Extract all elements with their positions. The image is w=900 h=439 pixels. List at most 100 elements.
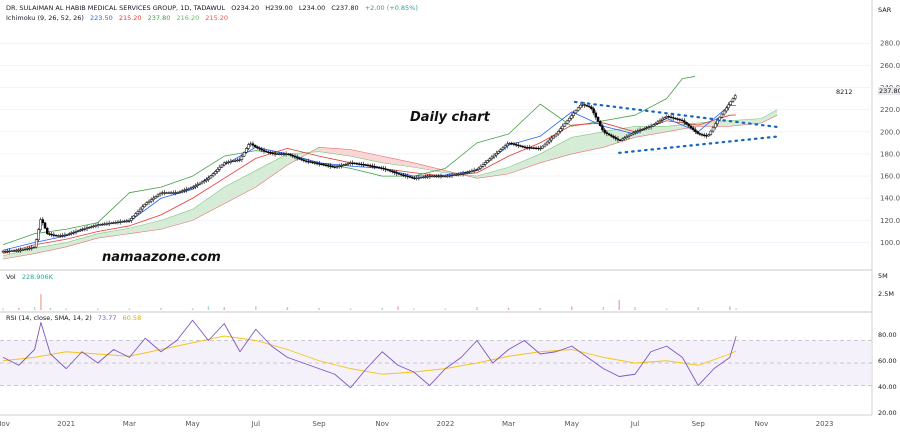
candle-body xyxy=(656,121,660,124)
volume-bar xyxy=(97,308,99,310)
candle-body xyxy=(439,175,443,178)
volume-bar xyxy=(2,308,4,310)
candle-body xyxy=(508,142,511,145)
candle-body xyxy=(57,235,60,237)
candle-body xyxy=(395,172,398,174)
candle-body xyxy=(147,200,151,203)
candle-body xyxy=(364,164,368,166)
ichimoku-cloud-segment xyxy=(97,228,130,239)
watermark: namaazone.com xyxy=(102,250,221,265)
volume-bar xyxy=(40,294,42,310)
candle-body xyxy=(720,113,724,118)
candle-body xyxy=(397,173,401,175)
candle-body xyxy=(149,199,153,202)
ichimoku-cloud-segment xyxy=(224,170,256,204)
time-tick-label: May xyxy=(565,420,579,428)
rsi-legend[interactable]: RSI (14, close, SMA, 14, 2) 73.77 60.58 xyxy=(6,314,145,322)
volume-bar xyxy=(349,308,352,310)
ichimoku-cloud-segment xyxy=(477,167,509,179)
candle-body xyxy=(172,192,175,194)
candle-body xyxy=(125,220,129,222)
candle-body xyxy=(72,231,76,234)
ichimoku-value-span-b: 215.20 xyxy=(205,14,229,22)
candle-body xyxy=(92,225,95,228)
candle-body xyxy=(441,175,445,178)
candle-body xyxy=(596,116,600,122)
candle-body xyxy=(114,222,118,224)
candle-body xyxy=(680,119,684,122)
candle-body xyxy=(234,160,237,162)
candle-body xyxy=(134,213,137,217)
candle-body xyxy=(293,155,297,158)
candle-body xyxy=(287,153,290,155)
candle-body xyxy=(468,171,471,173)
candle-body xyxy=(318,163,321,165)
volume-bar xyxy=(729,306,731,310)
candle-body xyxy=(408,176,412,178)
candle-body xyxy=(671,117,675,119)
candle-body xyxy=(291,155,295,157)
candle-body xyxy=(399,173,403,176)
candle-body xyxy=(214,171,217,174)
candle-body xyxy=(426,176,429,178)
instrument-title: DR. SULAIMAN AL HABIB MEDICAL SERVICES G… xyxy=(6,4,226,12)
candle-body xyxy=(260,148,264,151)
rsi-value: 73.77 xyxy=(97,314,117,322)
candle-body xyxy=(382,167,385,170)
candle-body xyxy=(574,110,578,114)
candle-body xyxy=(563,123,567,127)
volume-bar xyxy=(381,307,383,310)
price-tick-label: 100.00 xyxy=(880,239,900,247)
price-tick-label: 260.00 xyxy=(880,62,900,70)
time-tick-label: 2021 xyxy=(57,420,75,428)
volume-bar xyxy=(397,306,399,310)
candle-body xyxy=(700,134,704,136)
candle-body xyxy=(322,164,325,166)
candle-body xyxy=(276,153,279,155)
volume-value: 228.906K xyxy=(21,273,53,281)
candle-body xyxy=(357,163,361,165)
candle-body xyxy=(28,247,31,250)
candle-body xyxy=(663,117,666,120)
candle-body xyxy=(406,175,410,178)
candle-body xyxy=(598,121,602,126)
rsi-line xyxy=(2,319,737,389)
candle-body xyxy=(26,248,29,250)
candle-body xyxy=(368,165,372,167)
ichimoku-value-kijun: 215.20 xyxy=(118,14,142,22)
candle-body xyxy=(528,147,531,149)
candle-body xyxy=(105,223,109,225)
candle-body xyxy=(552,135,556,139)
candle-body xyxy=(351,162,354,164)
ohlc-change: +2.00 (+0.85%) xyxy=(364,4,418,12)
candle-body xyxy=(269,152,272,154)
candle-body xyxy=(178,191,182,193)
candle-body xyxy=(349,162,352,164)
ichimoku-legend[interactable]: Ichimoku (9, 26, 52, 26) 223.50 215.20 2… xyxy=(6,14,232,22)
candle-body xyxy=(510,142,514,145)
candle-body xyxy=(685,122,688,125)
candle-body xyxy=(377,166,381,169)
candle-body xyxy=(17,250,20,252)
candle-body xyxy=(561,125,564,129)
candle-body xyxy=(329,165,332,167)
time-tick-label: Nov xyxy=(375,420,389,428)
candle-body xyxy=(309,161,312,163)
candle-body xyxy=(218,166,222,170)
candle-body xyxy=(729,101,732,106)
candle-body xyxy=(410,176,414,179)
time-tick-label: 2022 xyxy=(436,420,454,428)
candle-body xyxy=(541,145,544,149)
candle-body xyxy=(231,160,235,162)
candle-body xyxy=(313,162,317,164)
trendline xyxy=(618,135,782,154)
candle-body xyxy=(674,117,677,120)
candle-body xyxy=(572,112,575,116)
candle-body xyxy=(207,177,210,180)
ohlc-low: L234.00 xyxy=(298,4,326,12)
ohlc-open: O234.20 xyxy=(231,4,260,12)
volume-legend[interactable]: Vol 228.906K xyxy=(6,273,57,281)
candle-body xyxy=(634,131,637,133)
candle-body xyxy=(187,188,191,190)
candle-body xyxy=(222,162,226,166)
